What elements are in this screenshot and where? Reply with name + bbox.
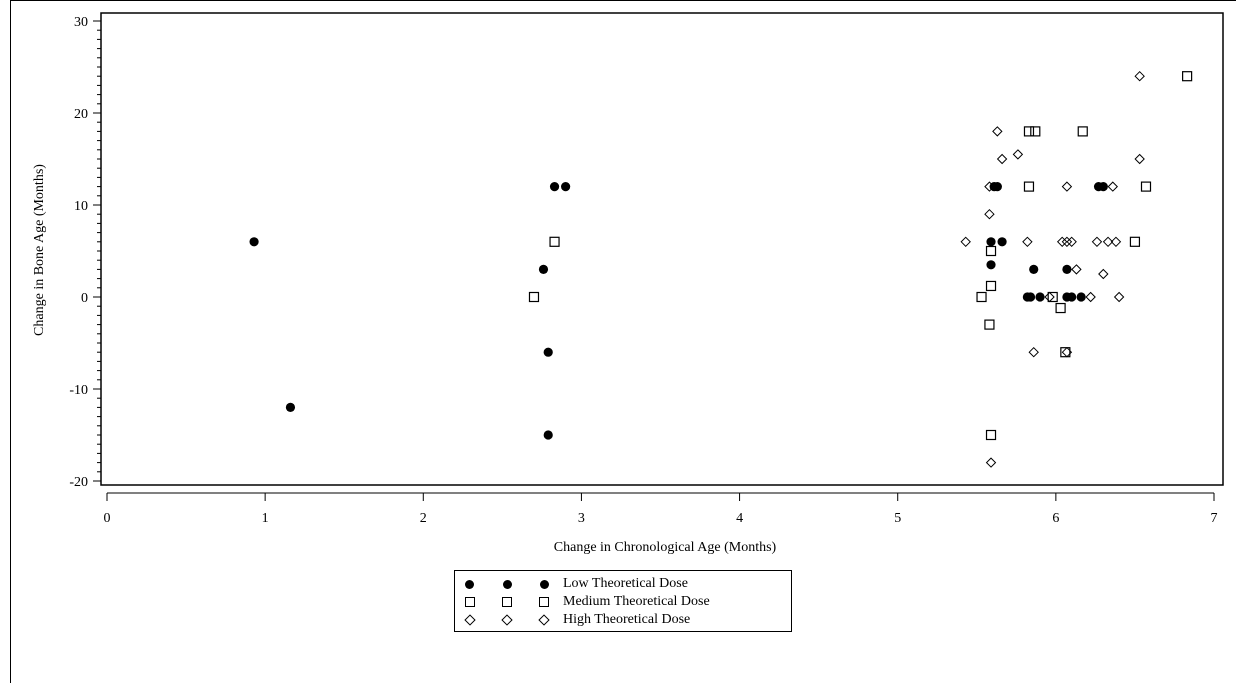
point-medium-dose xyxy=(985,429,997,441)
point-medium-dose xyxy=(1030,126,1041,137)
point-high-dose xyxy=(992,126,1003,137)
point-medium-dose xyxy=(1055,302,1066,314)
open-square-icon xyxy=(465,597,553,607)
point-high-dose xyxy=(1098,268,1109,280)
open-diamond-icon xyxy=(464,614,553,626)
x-tick-label: 5 xyxy=(894,511,901,526)
x-tick-label: 4 xyxy=(736,511,743,526)
point-low-dose xyxy=(986,237,996,247)
point-medium-dose xyxy=(1047,291,1058,303)
legend-label-high: High Theoretical Dose xyxy=(563,612,691,627)
legend-label-low: Low Theoretical Dose xyxy=(563,576,688,591)
point-medium-dose xyxy=(1060,347,1071,358)
point-high-dose xyxy=(1071,264,1082,275)
point-low-dose xyxy=(1035,292,1045,302)
y-axis: -20 -10 0 10 20 30 xyxy=(69,15,102,490)
point-high-dose xyxy=(1066,236,1077,248)
point-medium-dose xyxy=(976,291,987,303)
point-low-dose xyxy=(1062,264,1072,274)
point-low-dose xyxy=(538,264,549,274)
point-low-dose xyxy=(986,260,996,270)
x-tick-label: 1 xyxy=(262,511,269,526)
point-low-dose xyxy=(1025,292,1036,302)
point-medium-dose xyxy=(1129,236,1141,247)
point-high-dose xyxy=(985,457,997,468)
y-tick-label: -20 xyxy=(69,475,88,490)
point-medium-dose xyxy=(1140,181,1152,192)
point-high-dose xyxy=(1056,236,1068,248)
figure-frame xyxy=(10,0,1236,683)
point-high-dose xyxy=(1091,236,1103,248)
point-low-dose xyxy=(1098,182,1108,192)
y-tick-label: -10 xyxy=(69,383,88,398)
point-medium-dose xyxy=(1023,126,1035,137)
point-high-dose xyxy=(1107,181,1118,192)
point-medium-dose xyxy=(985,245,997,257)
x-tick-label: 0 xyxy=(104,511,111,526)
legend: Low Theoretical Dose Medium Theoretical … xyxy=(454,570,792,632)
point-high-dose xyxy=(984,208,995,220)
point-low-dose xyxy=(249,237,259,247)
point-high-dose xyxy=(984,181,995,192)
x-tick-label: 2 xyxy=(420,511,427,526)
point-low-dose xyxy=(543,430,553,440)
point-low-dose xyxy=(1067,292,1077,302)
y-tick-label: 0 xyxy=(81,291,88,306)
point-low-dose xyxy=(997,237,1007,247)
point-medium-dose xyxy=(528,291,540,303)
legend-label-medium: Medium Theoretical Dose xyxy=(563,594,710,609)
point-high-dose xyxy=(1061,346,1073,358)
y-tick-label: 20 xyxy=(74,107,88,122)
y-axis-label: Change in Bone Age (Months) xyxy=(32,164,47,336)
y-tick-label: 10 xyxy=(74,199,88,214)
point-medium-dose xyxy=(1077,126,1088,137)
point-high-dose xyxy=(1044,291,1055,303)
legend-item-medium: Medium Theoretical Dose xyxy=(465,594,710,610)
point-low-dose xyxy=(561,182,571,192)
point-low-dose xyxy=(1029,264,1039,274)
point-low-dose xyxy=(543,347,553,357)
x-tick-label: 7 xyxy=(1211,511,1218,526)
point-high-dose xyxy=(1085,291,1096,303)
point-medium-dose xyxy=(1023,181,1035,192)
point-low-dose xyxy=(285,402,296,412)
point-high-dose xyxy=(1134,153,1145,165)
point-high-dose xyxy=(1102,236,1114,248)
point-high-dose xyxy=(1028,346,1039,358)
data-points xyxy=(249,70,1193,468)
point-high-dose xyxy=(1134,70,1145,82)
x-axis-label: Change in Chronological Age (Months) xyxy=(554,540,777,555)
point-medium-dose xyxy=(549,236,560,247)
point-high-dose xyxy=(1061,236,1073,248)
point-high-dose xyxy=(1061,181,1073,192)
x-axis: 0 1 2 3 4 5 6 7 xyxy=(104,492,1218,526)
x-tick-label: 3 xyxy=(578,511,585,526)
point-medium-dose xyxy=(984,319,995,330)
point-high-dose xyxy=(960,236,971,248)
filled-circle-icon xyxy=(465,579,553,589)
point-high-dose xyxy=(1113,291,1125,303)
point-high-dose xyxy=(1012,149,1024,160)
point-low-dose xyxy=(1076,292,1086,302)
point-low-dose xyxy=(549,182,560,192)
legend-item-high: High Theoretical Dose xyxy=(464,612,691,628)
x-tick-label: 6 xyxy=(1052,511,1059,526)
legend-item-low: Low Theoretical Dose xyxy=(465,576,688,592)
point-low-dose xyxy=(992,182,1002,192)
plot-area xyxy=(100,12,1224,486)
point-high-dose xyxy=(1022,236,1033,248)
point-medium-dose xyxy=(1182,71,1193,82)
y-tick-label: 30 xyxy=(74,15,88,30)
point-high-dose xyxy=(1110,236,1122,248)
point-medium-dose xyxy=(985,280,997,292)
point-high-dose xyxy=(996,153,1008,165)
